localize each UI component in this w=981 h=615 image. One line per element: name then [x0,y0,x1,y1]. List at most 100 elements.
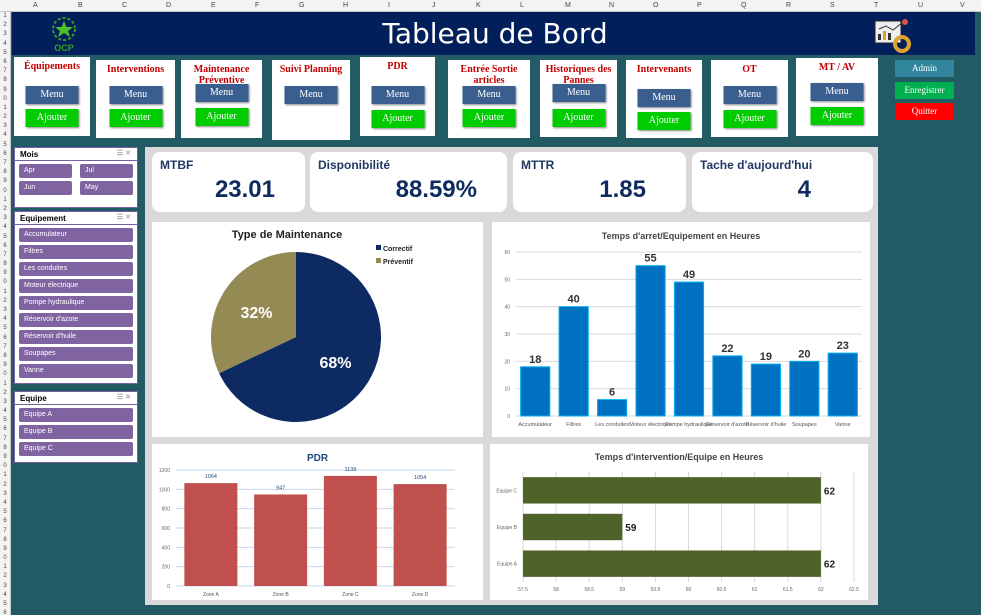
row-header[interactable]: 4 [3,316,7,323]
row-header[interactable]: 8 [3,536,7,543]
row-header[interactable]: 3 [3,31,7,38]
row-header[interactable]: 4 [3,591,7,598]
row-header[interactable]: 2 [3,389,7,396]
row-header[interactable]: 3 [3,582,7,589]
column-header[interactable]: V [960,2,965,9]
row-header[interactable]: 1 [3,104,7,111]
column-header[interactable]: P [697,2,702,9]
ajouter-button[interactable]: Ajouter [637,112,691,130]
row-header[interactable]: 7 [3,435,7,442]
row-header[interactable]: 5 [3,601,7,607]
ajouter-button[interactable]: Ajouter [810,107,864,125]
slicer-item[interactable]: Accumulateur [19,228,133,242]
row-header[interactable]: 8 [3,169,7,176]
row-header[interactable]: 0 [3,555,7,562]
column-header[interactable]: N [609,2,615,9]
row-header[interactable]: 6 [3,334,7,341]
column-header[interactable]: S [830,2,835,9]
column-header[interactable]: U [918,2,924,9]
row-header[interactable]: 4 [3,224,7,231]
row-header[interactable]: 7 [3,68,7,75]
slicer-item[interactable]: Moteur électrique [19,279,133,293]
column-header[interactable]: E [211,2,216,9]
row-header[interactable]: 3 [3,215,7,222]
row-header[interactable]: 7 [3,160,7,166]
slicer-item[interactable]: Soupapes [19,347,133,361]
row-header[interactable]: 8 [3,352,7,359]
column-header[interactable]: H [343,2,349,9]
row-header[interactable]: 1 [3,564,7,571]
row-header[interactable]: 3 [3,307,7,313]
row-header[interactable]: 8 [3,444,7,451]
row-header[interactable]: 0 [3,187,7,194]
column-header[interactable]: I [388,2,390,9]
column-header[interactable]: K [476,2,481,9]
row-header[interactable]: 8 [3,261,7,268]
column-header[interactable]: D [166,2,172,9]
row-header[interactable]: 5 [3,325,7,332]
row-header[interactable]: 8 [3,77,7,84]
row-header[interactable]: 1 [3,13,7,19]
row-header[interactable]: 6 [3,58,7,65]
row-header[interactable]: 7 [3,251,7,258]
column-header[interactable]: O [653,2,659,9]
slicer-item[interactable]: Réservoir d'azote [19,313,133,327]
row-header[interactable]: 9 [3,454,7,460]
clear-filter-icon[interactable]: ☰ ✕ [116,150,131,157]
column-header[interactable]: A [33,2,38,9]
row-header[interactable]: 2 [3,481,7,488]
slicer-item[interactable]: Vanne [19,364,133,378]
row-header[interactable]: 5 [3,417,7,424]
row-header[interactable]: 9 [3,362,7,369]
menu-button[interactable]: Menu [462,86,516,104]
row-header[interactable]: 1 [3,380,7,387]
column-header[interactable]: B [78,2,83,9]
row-header[interactable]: 2 [3,114,7,121]
row-header[interactable]: 7 [3,343,7,350]
row-header[interactable]: 0 [3,279,7,286]
menu-button[interactable]: Menu [195,84,248,102]
slicer-item[interactable]: Jul [80,164,133,178]
column-header[interactable]: T [874,2,879,9]
row-header[interactable]: 3 [3,123,7,130]
ajouter-button[interactable]: Ajouter [552,109,605,127]
row-header[interactable]: 1 [3,196,7,203]
slicer-item[interactable]: Jun [19,181,72,195]
row-header[interactable]: 6 [3,242,7,249]
row-header[interactable]: 5 [3,509,7,516]
row-header[interactable]: 6 [3,518,7,525]
row-header[interactable]: 1 [3,472,7,479]
menu-button[interactable]: Menu [371,86,424,104]
save-button[interactable]: Enregistrer [895,82,954,99]
slicer-item[interactable]: Apr [19,164,72,178]
row-header[interactable]: 4 [3,132,7,139]
menu-button[interactable]: Menu [109,86,162,104]
row-header[interactable]: 6 [3,150,7,157]
row-header[interactable]: 9 [3,270,7,277]
slicer-item[interactable]: Filtres [19,245,133,259]
menu-button[interactable]: Menu [284,86,338,104]
row-header[interactable]: 0 [3,95,7,102]
quit-button[interactable]: Quitter [895,103,954,120]
slicer-item[interactable]: Equipe C [19,442,133,456]
row-header[interactable]: 1 [3,288,7,295]
row-header[interactable]: 4 [3,40,7,47]
row-header[interactable]: 0 [3,371,7,378]
clear-filter-icon[interactable]: ☰ ✕ [116,394,131,401]
ajouter-button[interactable]: Ajouter [462,109,516,127]
column-header[interactable]: C [122,2,128,9]
column-header[interactable]: L [520,2,524,9]
slicer-item[interactable]: Pompe hydraulique [19,296,133,310]
ajouter-button[interactable]: Ajouter [195,108,248,126]
row-header[interactable]: 2 [3,205,7,212]
row-header[interactable]: 3 [3,490,7,497]
slicer-item[interactable]: Equipe A [19,408,133,422]
menu-button[interactable]: Menu [723,86,776,104]
row-header[interactable]: 4 [3,408,7,415]
row-header[interactable]: 9 [3,86,7,93]
row-header[interactable]: 5 [3,49,7,56]
row-header[interactable]: 5 [3,141,7,148]
row-header[interactable]: 2 [3,297,7,304]
column-header[interactable]: Q [741,2,747,9]
column-header[interactable]: R [786,2,792,9]
